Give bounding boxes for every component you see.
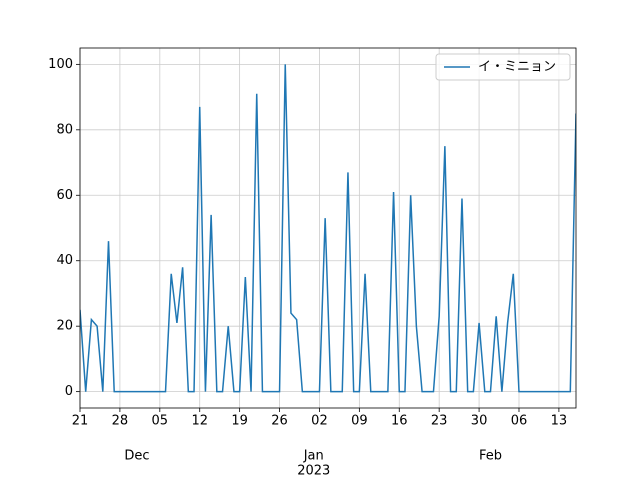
y-tick-label: 100 — [48, 57, 73, 72]
x-tick-label: 13 — [551, 414, 568, 429]
legend-label: イ・ミニョン — [478, 60, 556, 75]
x-tick-label: 30 — [471, 414, 488, 429]
x-tick-label: 19 — [231, 414, 248, 429]
x-tick-label: 02 — [311, 414, 328, 429]
x-tick-label: 06 — [511, 414, 528, 429]
y-tick-label: 40 — [56, 253, 73, 268]
y-tick-label: 60 — [56, 188, 73, 203]
x-tick-label: 26 — [271, 414, 288, 429]
month-label: Jan — [303, 449, 324, 464]
legend-box — [435, 53, 571, 81]
month-label: Dec — [124, 449, 149, 464]
x-tick-label: 05 — [152, 414, 169, 429]
y-tick-label: 20 — [56, 319, 73, 334]
y-tick-label: 0 — [65, 384, 73, 399]
y-tick-label: 80 — [56, 122, 73, 137]
x-tick-label: 16 — [391, 414, 408, 429]
x-tick-label: 09 — [351, 414, 368, 429]
year-label: 2023 — [297, 464, 330, 479]
x-tick-label: 21 — [72, 414, 89, 429]
axes-frame — [79, 47, 577, 409]
line — [80, 64, 576, 393]
x-tick-label: 28 — [112, 414, 129, 429]
month-label: Feb — [479, 449, 502, 464]
x-tick-label: 12 — [191, 414, 208, 429]
x-tick-label: 23 — [431, 414, 448, 429]
